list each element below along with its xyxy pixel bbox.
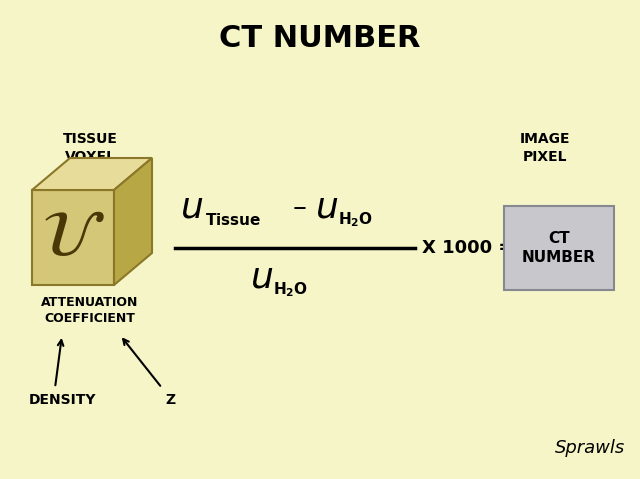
Text: $–$: $–$ [292, 192, 307, 220]
Text: Z: Z [165, 393, 175, 407]
Text: CT NUMBER: CT NUMBER [220, 23, 420, 53]
Polygon shape [114, 158, 152, 285]
Polygon shape [32, 158, 152, 190]
Text: TISSUE
VOXEL: TISSUE VOXEL [63, 132, 117, 164]
Text: $\mathbf{H_2O}$: $\mathbf{H_2O}$ [273, 281, 308, 299]
Text: ATTENUATION
COEFFICIENT: ATTENUATION COEFFICIENT [42, 296, 139, 324]
Text: X 1000 =: X 1000 = [422, 239, 513, 257]
Text: IMAGE
PIXEL: IMAGE PIXEL [520, 132, 570, 164]
Text: $\mathbf{Tissue}$: $\mathbf{Tissue}$ [205, 212, 261, 228]
Text: $\mathit{u}$: $\mathit{u}$ [250, 260, 273, 294]
FancyBboxPatch shape [504, 206, 614, 290]
Text: $\mathbf{H_2O}$: $\mathbf{H_2O}$ [338, 211, 373, 229]
Text: $\mathcal{U}$: $\mathcal{U}$ [42, 206, 104, 269]
Polygon shape [32, 190, 114, 285]
Text: CT
NUMBER: CT NUMBER [522, 230, 596, 265]
Text: DENSITY: DENSITY [28, 393, 96, 407]
Text: Sprawls: Sprawls [555, 439, 625, 457]
Text: $\mathit{u}$: $\mathit{u}$ [180, 191, 204, 225]
Text: $\mathit{u}$: $\mathit{u}$ [315, 191, 339, 225]
